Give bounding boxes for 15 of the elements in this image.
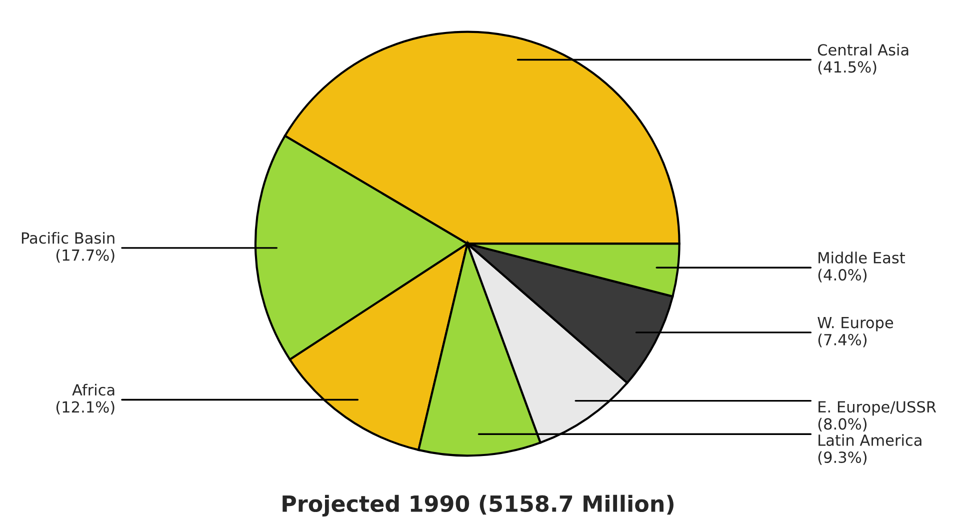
slice-label: Middle East [818, 252, 906, 264]
data-label: (9.3%) [818, 451, 867, 465]
slice-label: Latin America [818, 434, 922, 446]
data-label: (4.0%) [818, 268, 867, 282]
slice-label: Central Asia [818, 44, 908, 56]
data-label: (7.4%) [818, 334, 867, 348]
slice-label: W. Europe [818, 316, 894, 332]
slice-label: E. Europe/USSR [818, 401, 936, 416]
data-label: (12.1%) [56, 400, 114, 415]
text: Projected 1990 (5158.7 Million) [282, 494, 674, 516]
data-label: (17.7%) [56, 249, 114, 263]
slice-label: Africa [72, 384, 114, 396]
data-label: (8.0%) [818, 418, 867, 432]
data-label: (41.5%) [818, 60, 876, 75]
slice-label: Pacific Basin [22, 232, 114, 244]
